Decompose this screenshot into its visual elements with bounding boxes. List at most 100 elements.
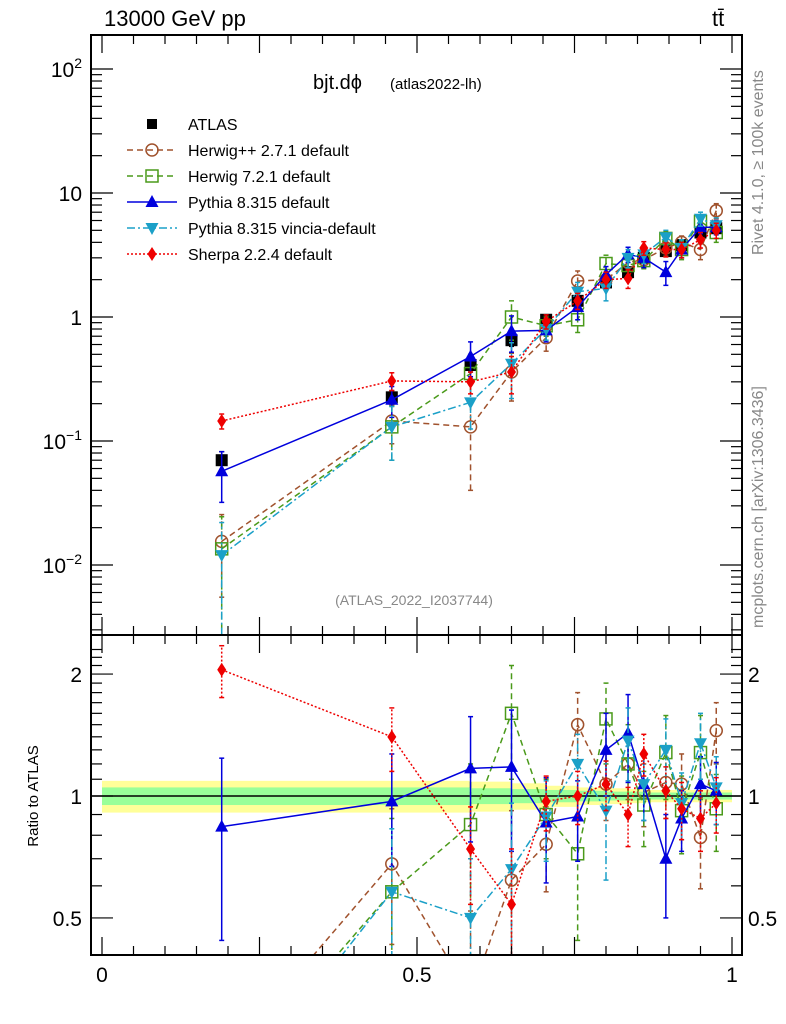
data-point — [570, 717, 585, 732]
data-point — [507, 897, 516, 912]
data-point — [599, 805, 613, 818]
data-point — [637, 779, 651, 792]
legend-item: Sherpa 2.2.4 default — [127, 247, 333, 264]
header-right-title: tt̄ — [712, 6, 724, 31]
data-point — [661, 783, 671, 798]
data-point — [573, 789, 583, 803]
data-point — [694, 777, 707, 790]
ratio-y-tick-labels: 0.5 0.5 1 1 2 2 — [53, 664, 777, 931]
legend-marker — [145, 143, 159, 157]
data-point — [573, 293, 583, 308]
ratio-panel: 0.5 0.5 1 1 2 2 0 0.5 1 Ratio to ATLAS — [25, 634, 777, 987]
data-point — [217, 413, 227, 428]
data-point — [711, 223, 721, 238]
data-point — [505, 864, 518, 877]
data-point — [505, 759, 518, 772]
data-point — [659, 232, 673, 245]
series-line — [336, 711, 717, 955]
data-point — [217, 662, 227, 677]
y-tick-label: 10−2 — [43, 551, 83, 578]
series-pythia-8-315-default — [215, 693, 723, 942]
data-point — [659, 744, 673, 757]
data-point — [215, 550, 229, 563]
main-y-tick-labels: 10−2 10−1 1 10 102 — [43, 55, 83, 578]
legend-label: Pythia 8.315 default — [188, 195, 330, 212]
plot-subtitle: (atlas2022-lh) — [390, 76, 482, 93]
ratio-y-tick-label: 2 — [70, 664, 82, 687]
ratio-y-tick-label: 1 — [70, 786, 82, 809]
data-point — [621, 252, 635, 265]
data-point — [385, 392, 399, 405]
data-point — [601, 777, 611, 792]
data-point — [623, 271, 633, 286]
ratio-y-tick-label: 0.5 — [53, 908, 82, 931]
data-point — [385, 886, 399, 899]
x-tick-labels: 0 0.5 1 — [96, 964, 738, 987]
data-point — [677, 242, 687, 257]
data-point — [709, 203, 723, 218]
legend-label: Herwig 7.2.1 default — [188, 169, 331, 186]
y-tick-label: 102 — [51, 55, 82, 82]
legend-item: ATLAS — [147, 117, 238, 134]
data-point — [694, 738, 707, 751]
data-point — [505, 324, 518, 337]
legend-label: Pythia 8.315 vincia-default — [188, 221, 376, 238]
legend-label: ATLAS — [188, 117, 238, 134]
data-point — [601, 272, 611, 287]
data-point — [387, 373, 397, 388]
data-point — [659, 851, 673, 864]
data-point — [541, 794, 551, 809]
mcplots-label: mcplots.cern.ch [arXiv:1306.3436] — [750, 386, 767, 628]
data-point — [661, 242, 671, 257]
data-point — [659, 265, 673, 278]
data-point — [709, 723, 723, 738]
data-point — [464, 912, 478, 925]
series-sherpa-2-2-4-default — [217, 222, 721, 430]
data-point — [571, 758, 585, 771]
legend-marker — [147, 247, 157, 261]
data-point — [639, 746, 649, 761]
data-point — [466, 374, 476, 389]
data-point — [599, 283, 613, 296]
series-sherpa-2-2-4-default — [217, 644, 721, 955]
main-panel: 10−2 10−1 1 10 102 bjt.dϕ (atlas2022-lh) (AT… — [43, 34, 743, 636]
ratio-y-tick-label-right: 1 — [748, 786, 760, 809]
ratio-y-tick-label-right: 0.5 — [748, 908, 777, 931]
x-tick-label: 1 — [726, 964, 738, 987]
data-point — [623, 807, 633, 822]
data-point — [677, 801, 687, 816]
ratio-ylabel: Ratio to ATLAS — [25, 745, 42, 846]
data-point — [466, 841, 476, 856]
legend: ATLAS Herwig++ 2.7.1 default Herwig 7.2.1 … — [127, 117, 376, 264]
ratio-frame — [90, 634, 743, 956]
main-axis-ticks — [91, 35, 742, 635]
legend-marker — [145, 223, 159, 235]
ratio-axis-ticks — [91, 635, 742, 955]
data-point — [711, 796, 721, 811]
data-point — [385, 421, 399, 434]
data-point — [215, 819, 229, 832]
legend-marker — [147, 119, 157, 129]
legend-item: Herwig++ 2.7.1 default — [127, 143, 350, 160]
rivet-label: Rivet 4.1.0, ≥ 100k events — [750, 70, 767, 255]
data-point — [599, 742, 613, 755]
data-point — [541, 314, 551, 329]
data-point — [385, 794, 399, 807]
legend-item: Herwig 7.2.1 default — [127, 169, 331, 186]
data-point — [507, 365, 516, 380]
ratio-y-tick-label-right: 2 — [748, 664, 760, 687]
data-point — [539, 324, 553, 337]
data-point — [464, 397, 478, 410]
y-tick-label: 1 — [70, 307, 82, 330]
data-point — [621, 735, 635, 748]
legend-label: Sherpa 2.2.4 default — [188, 247, 333, 264]
legend-item: Pythia 8.315 default — [127, 195, 330, 212]
data-point — [215, 464, 229, 477]
legend-label: Herwig++ 2.7.1 default — [188, 143, 350, 160]
legend-marker — [145, 195, 159, 207]
data-point — [696, 232, 705, 247]
main-series-group — [214, 202, 723, 635]
data-point — [387, 729, 397, 744]
y-tick-label: 10 — [59, 183, 82, 206]
